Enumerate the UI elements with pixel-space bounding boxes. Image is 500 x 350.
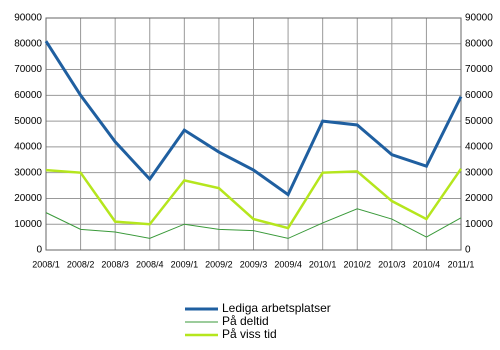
- y2-tick-label: 40000: [465, 142, 493, 153]
- x-tick-label: 2009/2: [205, 259, 233, 269]
- x-tick-label: 2010/1: [309, 259, 337, 269]
- y2-tick-label: 60000: [465, 90, 493, 101]
- x-tick-label: 2011/1: [448, 259, 475, 269]
- y2-tick-label: 20000: [465, 193, 493, 204]
- x-tick-label: 2008/4: [136, 259, 164, 269]
- x-tick-label: 2009/3: [240, 259, 268, 269]
- y-tick-label: 20000: [14, 193, 42, 204]
- legend-label: Lediga arbetsplatser: [222, 301, 331, 315]
- y-tick-label: 30000: [14, 167, 42, 178]
- y-tick-label: 70000: [14, 64, 42, 75]
- y2-tick-label: 80000: [465, 38, 493, 49]
- x-tick-label: 2010/2: [343, 259, 371, 269]
- x-tick-label: 2008/3: [101, 259, 129, 269]
- y2-tick-label: 10000: [465, 219, 493, 230]
- y-tick-label: 60000: [14, 90, 42, 101]
- x-tick-label: 2009/1: [171, 259, 199, 269]
- legend-label: På deltid: [222, 314, 269, 328]
- y-tick-label: 0: [36, 245, 42, 256]
- series-line: [45, 208, 462, 239]
- legend-label: På viss tid: [222, 327, 277, 341]
- y2-tick-label: 0: [465, 245, 471, 256]
- y-tick-label: 10000: [14, 219, 42, 230]
- y2-tick-label: 30000: [465, 167, 493, 178]
- y-tick-label: 90000: [14, 13, 42, 24]
- series-line: [45, 168, 463, 230]
- x-tick-label: 2008/2: [67, 259, 95, 269]
- y-tick-label: 80000: [14, 38, 42, 49]
- x-tick-label: 2008/1: [32, 259, 60, 269]
- y2-tick-label: 90000: [465, 13, 493, 24]
- plot-frame: [45, 17, 462, 251]
- y2-tick-label: 70000: [465, 64, 493, 75]
- x-tick-label: 2010/3: [378, 259, 406, 269]
- x-tick-label: 2009/4: [274, 259, 302, 269]
- y2-tick-label: 50000: [465, 116, 493, 127]
- y-tick-label: 50000: [14, 116, 42, 127]
- series-line: [44, 40, 463, 197]
- y-tick-label: 40000: [14, 142, 42, 153]
- x-tick-label: 2010/4: [413, 259, 441, 269]
